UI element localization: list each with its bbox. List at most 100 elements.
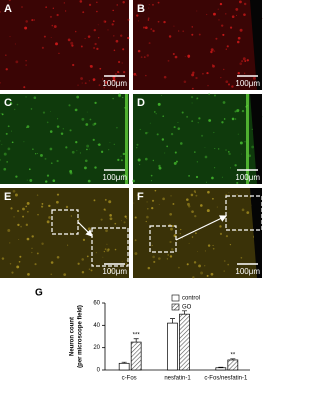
cell: [221, 25, 223, 27]
bar: [180, 314, 190, 370]
cell: [101, 219, 103, 221]
cell: [103, 20, 106, 23]
cell: [81, 258, 84, 261]
cell: [51, 261, 54, 264]
cell: [98, 24, 99, 25]
cell: [72, 151, 75, 154]
cell: [87, 112, 88, 113]
x-tick-label: c-Fos/nesfatin-1: [204, 376, 248, 382]
cell: [195, 77, 197, 79]
cell: [110, 142, 111, 143]
cell: [154, 111, 155, 112]
cell: [191, 34, 193, 36]
cell: [213, 132, 214, 133]
cell: [244, 60, 246, 62]
cell: [50, 148, 53, 151]
cell: [99, 68, 101, 70]
cell: [122, 1, 124, 3]
cell: [22, 216, 24, 218]
cell: [2, 257, 4, 259]
cell: [195, 232, 197, 234]
cell: [228, 192, 229, 193]
y-tick-label: 0: [97, 368, 101, 374]
cell: [80, 0, 83, 3]
cell: [167, 254, 168, 255]
cell: [225, 80, 228, 83]
cell: [232, 118, 235, 121]
cell: [158, 103, 161, 106]
cell: [122, 97, 123, 98]
cell: [218, 148, 220, 150]
cell: [167, 258, 168, 259]
y-tick-label: 40: [93, 323, 100, 329]
cell: [218, 19, 219, 20]
cell: [217, 207, 218, 208]
cell: [10, 263, 11, 264]
cell: [25, 96, 26, 97]
cell: [198, 117, 200, 119]
cell: [228, 83, 230, 85]
cell: [205, 250, 206, 251]
cell: [57, 194, 59, 196]
cell: [106, 249, 109, 252]
cell: [136, 144, 138, 146]
cell: [195, 195, 197, 197]
cell: [152, 200, 154, 202]
cell: [26, 224, 28, 226]
cell: [139, 164, 140, 165]
cell: [210, 51, 212, 53]
cell: [136, 75, 137, 76]
cell: [197, 161, 198, 162]
cell: [10, 207, 12, 209]
cell: [116, 127, 118, 129]
cell: [224, 118, 226, 120]
cell: [196, 99, 197, 100]
cell: [40, 154, 43, 157]
cell: [68, 39, 71, 42]
cell: [236, 15, 237, 16]
cell: [114, 144, 115, 145]
cell: [246, 211, 249, 214]
cell: [149, 42, 151, 44]
cell: [150, 123, 151, 124]
figure: A100μmB100μmC100μmD100μmE100μmF100μmGNeu…: [0, 0, 264, 400]
y-axis-title: Neuron count: [70, 317, 76, 356]
cell: [112, 10, 113, 11]
cell: [114, 50, 116, 52]
cell: [102, 257, 103, 258]
cell: [162, 198, 165, 201]
cell: [114, 223, 116, 225]
cell: [45, 180, 47, 182]
cell: [158, 21, 160, 23]
cell: [180, 229, 181, 230]
cell: [158, 2, 160, 4]
cell: [110, 217, 113, 220]
cell: [63, 128, 64, 129]
cell: [98, 37, 99, 38]
cell: [178, 127, 181, 130]
cell: [94, 43, 96, 45]
cell: [166, 146, 168, 148]
cell: [237, 41, 240, 44]
cell: [89, 269, 90, 270]
cell: [151, 180, 152, 181]
cell: [236, 194, 237, 195]
cell: [13, 190, 16, 193]
cell: [47, 122, 49, 124]
cell: [109, 214, 112, 217]
panel-label: D: [137, 97, 145, 109]
cell: [208, 244, 210, 246]
cell: [147, 54, 149, 56]
cell: [55, 42, 58, 45]
cell: [1, 144, 2, 145]
cell: [192, 88, 194, 90]
scale-bar-label: 100μm: [102, 79, 127, 88]
cell: [228, 151, 230, 153]
cell: [34, 96, 37, 99]
cell: [231, 85, 233, 87]
cell: [205, 147, 206, 148]
cell: [105, 199, 107, 201]
cell: [3, 168, 6, 171]
cell: [23, 86, 25, 88]
cell: [68, 104, 70, 106]
